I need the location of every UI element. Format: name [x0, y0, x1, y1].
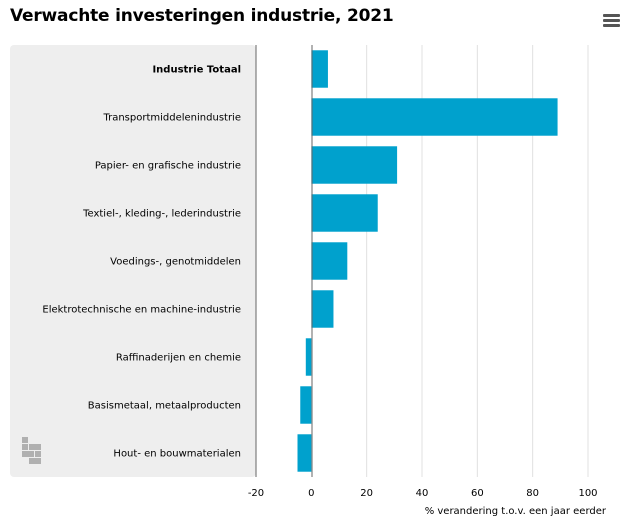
x-tick-label: 60: [471, 488, 484, 499]
category-label: Transportmiddelenindustrie: [102, 113, 241, 124]
x-tick-label: 40: [416, 488, 429, 499]
hamburger-menu-icon[interactable]: [603, 14, 621, 28]
chart-title: Verwachte investeringen industrie, 2021: [10, 6, 394, 26]
x-tick-label: -20: [248, 488, 264, 499]
category-label: Industrie Totaal: [152, 65, 241, 76]
category-label: Voedings-, genotmiddelen: [110, 257, 241, 268]
bar[interactable]: [311, 50, 328, 88]
category-label: Elektrotechnische en machine-industrie: [42, 305, 241, 316]
category-label: Textiel-, kleding-, lederindustrie: [82, 209, 241, 220]
bar[interactable]: [311, 242, 348, 280]
bar[interactable]: [297, 434, 312, 472]
x-axis-title: % verandering t.o.v. een jaar eerder: [425, 506, 607, 517]
category-label-panel: [10, 45, 256, 477]
bar[interactable]: [305, 338, 312, 376]
category-label: Papier- en grafische industrie: [95, 161, 241, 172]
x-tick-label: 80: [526, 488, 539, 499]
x-tick-labels: -20 0 20 40 60 80 100: [248, 488, 598, 499]
category-label: Hout- en bouwmaterialen: [113, 449, 241, 460]
x-tick-label: 20: [360, 488, 373, 499]
category-label: Basismetaal, metaalproducten: [88, 401, 241, 412]
bar[interactable]: [311, 290, 334, 328]
bar[interactable]: [311, 194, 378, 232]
x-tick-label: 100: [578, 488, 597, 499]
x-tick-label: 0: [308, 488, 314, 499]
bar[interactable]: [300, 386, 312, 424]
category-label: Raffinaderijen en chemie: [116, 353, 241, 364]
bars: [297, 50, 558, 472]
cbs-logo-icon: [22, 437, 41, 464]
bar[interactable]: [311, 146, 398, 184]
bar[interactable]: [311, 98, 558, 136]
category-labels: Industrie Totaal Transportmiddelenindustr…: [42, 65, 241, 460]
